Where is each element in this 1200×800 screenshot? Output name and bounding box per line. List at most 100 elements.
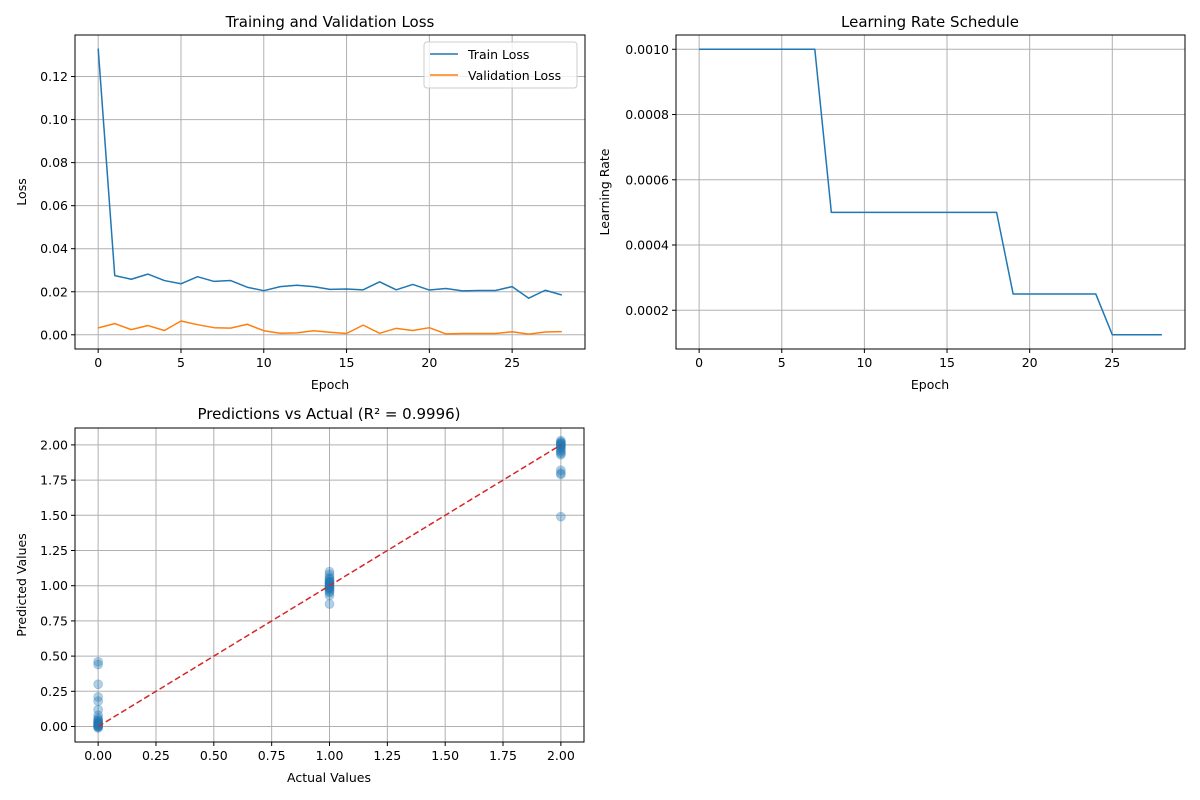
pred-xtick-label: 1.75	[489, 748, 517, 763]
lr-xtick-label: 0	[695, 355, 703, 370]
loss-chart-frame	[74, 34, 586, 350]
scatter-point	[93, 659, 104, 670]
learning-rate-chart-title: Learning Rate Schedule	[841, 13, 1019, 31]
scatter-point	[93, 710, 104, 721]
loss-xtick-label: 5	[177, 355, 185, 370]
scatter-point	[93, 696, 104, 707]
legend-box	[423, 41, 578, 89]
learning-rate-chart: Learning Rate Schedule 0 5 10 15 20 25 0.0002 0…	[597, 13, 1186, 392]
pred-xtick-label: 0.25	[142, 748, 170, 763]
pred-ytick-label: 1.25	[40, 543, 68, 558]
lr-ytick-label: 0.0008	[625, 107, 669, 122]
scatter-point	[555, 447, 566, 457]
scatter-point	[93, 720, 104, 731]
pred-ytick-label: 0.75	[40, 613, 68, 628]
scatter-point	[555, 444, 566, 455]
pred-xtick-label: 1.25	[373, 748, 401, 763]
loss-xtick-label: 0	[94, 355, 102, 370]
scatter-point	[555, 437, 566, 447]
loss-chart-ylabel: Loss	[14, 178, 29, 205]
loss-ytick-label: 0.10	[40, 112, 68, 127]
scatter-point	[555, 437, 566, 448]
learning-rate-chart-frame	[675, 34, 1186, 350]
scatter-point	[324, 590, 335, 601]
predictions-chart-xlabel: Actual Values	[287, 770, 371, 785]
lr-xtick-label: 15	[939, 355, 955, 370]
learning-rate-chart-ylabel: Learning Rate	[597, 148, 612, 235]
pred-ytick-label: 0.25	[40, 684, 68, 699]
pred-ytick-label: 0.00	[40, 719, 68, 734]
scatter-point	[555, 449, 566, 460]
legend-label-train: Train Loss	[467, 47, 529, 62]
reference-line	[97, 444, 562, 728]
scatter-point	[93, 713, 104, 723]
pred-ytick-label: 2.00	[40, 437, 68, 452]
scatter-point	[93, 719, 104, 730]
scatter-point	[555, 445, 566, 456]
loss-ytick-label: 0.02	[40, 284, 68, 299]
pred-xtick-label: 2.00	[547, 748, 575, 763]
scatter-point	[324, 575, 335, 585]
scatter-point	[324, 569, 335, 580]
loss-ytick-label: 0.00	[40, 327, 68, 342]
scatter-point	[93, 715, 104, 726]
scatter-point	[324, 573, 335, 584]
loss-ytick-label: 0.06	[40, 198, 68, 213]
loss-validation-loss-line	[97, 320, 562, 335]
lr-ytick-label: 0.0010	[625, 42, 669, 57]
loss-xtick-label: 20	[421, 355, 437, 370]
loss-chart-title: Training and Validation Loss	[225, 13, 435, 31]
scatter-point	[324, 587, 335, 598]
pred-xtick-label: 1.00	[316, 748, 344, 763]
loss-xtick-label: 10	[256, 355, 272, 370]
scatter-point	[93, 656, 104, 667]
pred-xtick-label: 0.00	[84, 748, 112, 763]
scatter-point	[555, 441, 566, 452]
scatter-point	[324, 586, 335, 597]
scatter-point	[93, 679, 104, 690]
learning-rate-chart-xlabel: Epoch	[911, 377, 949, 392]
lr-xtick-label: 5	[778, 355, 786, 370]
pred-xtick-label: 0.50	[200, 748, 228, 763]
predictions-chart: Predictions vs Actual (R² = 0.9996) 0.00…	[14, 405, 585, 785]
lr-xtick-label: 25	[1104, 355, 1120, 370]
legend-label-validation: Validation Loss	[468, 68, 561, 83]
loss-ytick-label: 0.04	[40, 241, 68, 256]
lr-ytick-label: 0.0002	[625, 303, 669, 318]
pred-ytick-label: 1.00	[40, 578, 68, 593]
lr-ytick-label: 0.0004	[625, 238, 669, 253]
scatter-point	[93, 704, 104, 715]
lr-series-line	[699, 48, 1162, 336]
lr-ytick-label: 0.0006	[625, 172, 669, 187]
loss-ytick-label: 0.08	[40, 155, 68, 170]
loss-xtick-label: 25	[504, 355, 520, 370]
lr-xtick-label: 10	[856, 355, 872, 370]
loss-chart-legend: Train Loss Validation Loss	[423, 41, 578, 89]
scatter-point	[93, 714, 104, 725]
scatter-point	[555, 438, 566, 449]
scatter-point	[324, 566, 335, 577]
scatter-point	[324, 599, 335, 609]
scatter-point	[555, 439, 566, 450]
pred-xtick-label: 0.75	[258, 748, 286, 763]
loss-train-loss-line	[97, 48, 563, 299]
scatter-point	[324, 572, 335, 583]
loss-chart: Training and Validation Loss 0 5 10 15 20 25 0…	[14, 13, 586, 392]
predictions-chart-title: Predictions vs Actual (R² = 0.9996)	[197, 405, 460, 423]
scatter-point	[324, 579, 335, 590]
scatter-point	[93, 692, 104, 702]
pred-xtick-label: 1.50	[431, 748, 459, 763]
loss-ytick-label: 0.12	[40, 69, 68, 84]
lr-xtick-label: 20	[1022, 355, 1038, 370]
loss-xtick-label: 15	[339, 355, 355, 370]
predictions-chart-ylabel: Predicted Values	[14, 533, 29, 637]
pred-ytick-label: 1.75	[40, 473, 68, 488]
scatter-point	[555, 465, 566, 476]
pred-ytick-label: 0.50	[40, 649, 68, 664]
scatter-point	[555, 511, 566, 522]
scatter-point	[555, 468, 566, 478]
pred-ytick-label: 1.50	[40, 508, 68, 523]
loss-chart-xlabel: Epoch	[311, 377, 349, 392]
scatter-point	[555, 448, 566, 459]
